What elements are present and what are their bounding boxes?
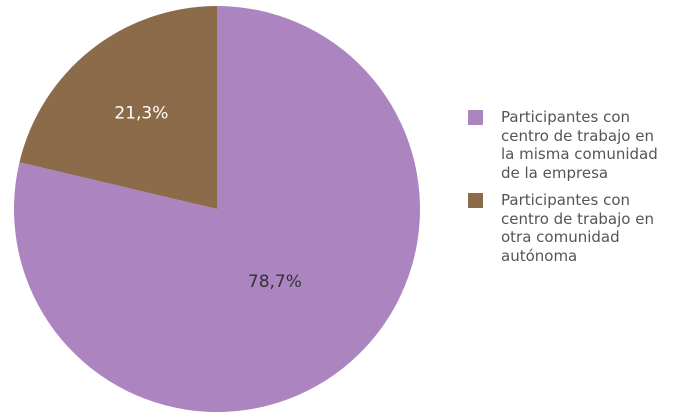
pie-slice-misma-comunidad xyxy=(13,6,420,413)
legend-label-otra-comunidad: Participantes con centro de trabajo en o… xyxy=(501,191,654,265)
legend-swatch-misma-comunidad xyxy=(468,110,483,125)
data-label-otra-comunidad: 21,3% xyxy=(114,104,168,124)
legend: Participantes con centro de trabajo en l… xyxy=(468,108,673,274)
legend-swatch-otra-comunidad xyxy=(468,193,483,208)
pie-slice-otra-comunidad xyxy=(19,6,218,209)
legend-label-misma-comunidad: Participantes con centro de trabajo en l… xyxy=(501,108,658,182)
legend-item-otra-comunidad: Participantes con centro de trabajo en o… xyxy=(468,191,673,265)
data-label-misma-comunidad: 78,7% xyxy=(248,272,302,292)
legend-item-misma-comunidad: Participantes con centro de trabajo en l… xyxy=(468,108,673,182)
